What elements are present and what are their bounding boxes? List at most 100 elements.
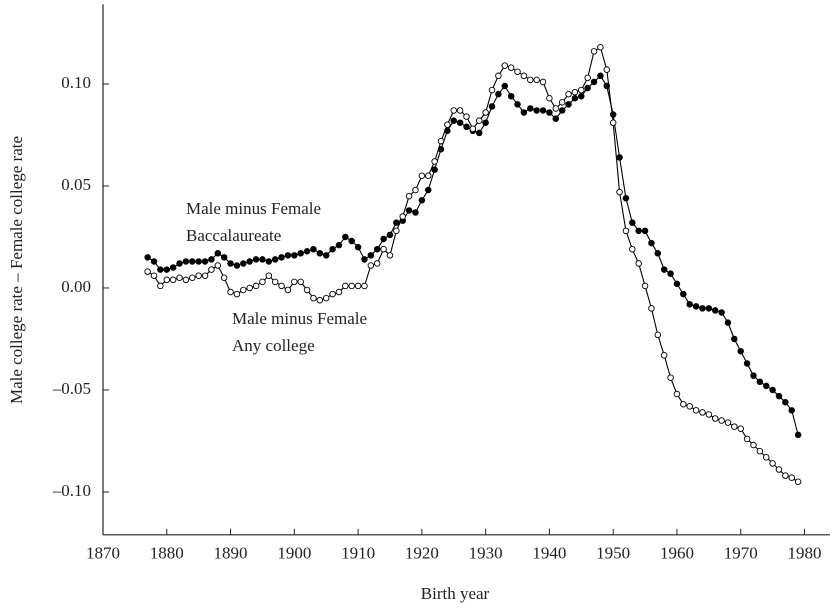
x-tick-label: 1920	[405, 544, 439, 563]
series-label: Male minus Female	[232, 309, 367, 328]
data-point	[558, 99, 566, 106]
data-point	[667, 270, 674, 277]
data-point	[641, 227, 649, 235]
data-point	[794, 431, 802, 439]
x-tick-label: 1940	[532, 544, 566, 563]
data-point	[316, 250, 324, 257]
data-point	[654, 250, 662, 257]
x-tick-label: 1900	[277, 544, 311, 563]
data-point	[316, 296, 324, 304]
data-point	[597, 72, 604, 80]
data-point	[367, 252, 375, 259]
data-point	[176, 260, 183, 267]
data-point	[335, 288, 343, 296]
data-point	[660, 266, 668, 273]
data-point	[469, 125, 477, 133]
data-point	[584, 74, 591, 82]
data-point	[291, 252, 298, 259]
data-point	[450, 107, 457, 114]
data-point	[565, 101, 572, 108]
data-point	[418, 196, 426, 204]
data-point	[265, 272, 273, 279]
data-point	[373, 245, 381, 253]
data-point	[361, 256, 368, 263]
data-point	[150, 272, 158, 279]
data-point	[552, 115, 560, 122]
data-point	[584, 84, 591, 92]
data-point	[686, 403, 693, 410]
data-point	[775, 392, 783, 400]
data-point	[399, 213, 406, 220]
data-point	[189, 274, 196, 282]
data-point	[405, 192, 413, 200]
data-point	[660, 352, 668, 359]
data-point	[788, 474, 795, 481]
data-point	[495, 90, 502, 98]
data-point	[278, 254, 285, 261]
data-point	[424, 186, 432, 194]
data-point	[227, 260, 234, 267]
data-point	[501, 62, 509, 69]
data-point	[208, 256, 215, 263]
data-point	[539, 78, 547, 86]
data-point	[227, 288, 234, 296]
data-point	[743, 360, 751, 367]
data-point	[386, 252, 394, 259]
data-point	[743, 435, 751, 443]
x-tick-label: 1980	[787, 544, 821, 563]
x-tick-label: 1910	[341, 544, 375, 563]
data-point	[629, 219, 636, 226]
data-point	[163, 276, 171, 284]
data-point	[431, 166, 438, 173]
data-point	[495, 72, 502, 80]
data-point	[546, 109, 553, 116]
data-point	[463, 123, 470, 131]
data-point	[444, 121, 451, 129]
data-point	[692, 407, 700, 414]
data-point	[476, 129, 483, 137]
data-point	[507, 92, 515, 100]
data-point	[303, 247, 311, 255]
data-point	[208, 266, 215, 273]
data-point	[252, 256, 260, 263]
data-point	[488, 86, 496, 94]
data-point	[297, 278, 304, 286]
data-point	[214, 262, 222, 269]
data-point	[322, 252, 330, 259]
y-tick-label: 0.05	[61, 175, 91, 194]
data-point	[463, 113, 470, 120]
data-point	[144, 268, 151, 275]
x-tick-label: 1880	[150, 544, 184, 563]
data-point	[705, 411, 713, 418]
data-point	[284, 252, 292, 259]
data-point	[565, 90, 572, 98]
data-point	[616, 154, 623, 161]
data-point	[437, 137, 445, 145]
data-point	[144, 254, 151, 261]
data-point	[157, 282, 164, 290]
data-point	[367, 262, 375, 269]
series-label: Male minus Female	[186, 199, 321, 218]
data-point	[718, 417, 725, 424]
y-tick-label: –0.10	[52, 481, 91, 500]
data-point	[724, 319, 732, 326]
data-point	[629, 245, 636, 253]
data-point	[348, 237, 355, 245]
data-point	[756, 378, 764, 386]
data-point	[393, 227, 400, 235]
data-point	[782, 472, 789, 479]
x-tick-label: 1950	[596, 544, 630, 563]
data-point	[271, 256, 279, 263]
data-point	[520, 109, 528, 116]
data-point	[705, 305, 713, 312]
data-point	[514, 101, 521, 108]
data-point	[520, 72, 528, 80]
data-point	[265, 258, 273, 265]
data-point	[635, 227, 642, 235]
data-point	[718, 309, 725, 316]
data-point	[176, 274, 183, 282]
data-point	[711, 307, 719, 314]
data-point	[246, 284, 253, 292]
data-point	[724, 419, 732, 426]
data-point	[284, 286, 292, 294]
